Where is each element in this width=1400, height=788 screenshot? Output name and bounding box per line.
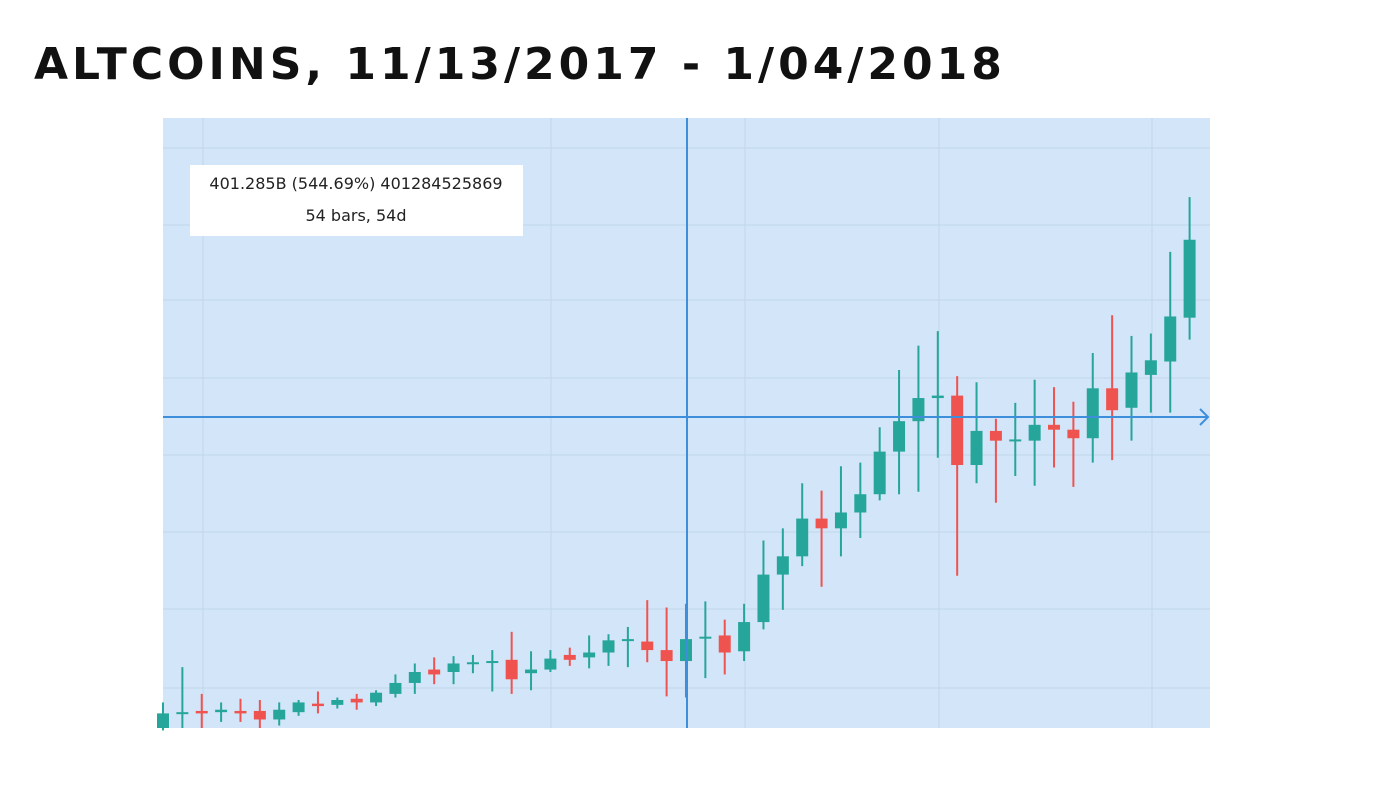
- candle-body: [157, 713, 169, 728]
- candle-body: [234, 710, 247, 714]
- candle-body: [912, 398, 925, 422]
- candle-body: [951, 395, 964, 466]
- candle-body: [195, 710, 208, 714]
- candle-body: [1028, 424, 1041, 441]
- candle-body: [505, 659, 518, 680]
- candle-body: [989, 430, 1002, 441]
- candle-body: [1048, 424, 1061, 430]
- candle-body: [253, 710, 266, 720]
- candle-body: [1183, 239, 1196, 318]
- candle-body: [893, 421, 906, 452]
- candle-body: [583, 652, 596, 658]
- candle-body: [350, 698, 363, 703]
- candle-body: [602, 640, 615, 653]
- candle-body: [544, 658, 557, 670]
- candle-body: [428, 669, 441, 675]
- candle-body: [1125, 372, 1138, 408]
- candle-body: [796, 518, 809, 557]
- candle-body: [370, 692, 383, 703]
- crosshair: [163, 118, 1210, 728]
- tooltip-line: 54 bars, 54d: [305, 206, 406, 225]
- candle-body: [931, 395, 944, 399]
- crosshair-arrow: [1199, 408, 1210, 426]
- candle-body: [331, 699, 344, 705]
- candle-body: [1009, 439, 1022, 442]
- candle-body: [176, 712, 189, 715]
- candle-body: [563, 654, 576, 660]
- candle-body: [311, 703, 324, 707]
- candle-body: [660, 650, 673, 662]
- candle-body: [699, 636, 712, 639]
- candle-body: [970, 430, 983, 466]
- tooltip-line: 401.285B (544.69%) 401284525869: [209, 174, 502, 193]
- candle-body: [1164, 316, 1177, 362]
- candle-body: [834, 512, 847, 529]
- candle-body: [738, 622, 751, 652]
- candle-body: [679, 639, 692, 662]
- candle-body: [1106, 388, 1119, 411]
- chart-title: ALTCOINS, 11/13/2017 - 1/04/2018: [34, 39, 1006, 90]
- candle-body: [447, 663, 460, 672]
- candle-body: [621, 639, 634, 642]
- candle-body: [776, 556, 789, 575]
- candle-body: [466, 662, 479, 665]
- measure-tooltip: [190, 165, 523, 236]
- candle-body: [389, 682, 402, 694]
- candles: [157, 197, 1196, 731]
- candle-body: [215, 709, 228, 713]
- candle-body: [815, 518, 828, 529]
- candle-body: [718, 635, 731, 653]
- candle-body: [1086, 388, 1099, 439]
- candle-body: [525, 669, 538, 674]
- candle-body: [408, 671, 421, 683]
- candle-body: [1144, 360, 1157, 375]
- candle-body: [873, 451, 886, 495]
- candle-body: [486, 661, 499, 664]
- candle-body: [1067, 429, 1080, 439]
- candle-body: [292, 702, 305, 713]
- candle-body: [273, 709, 286, 720]
- candle-body: [854, 494, 867, 513]
- candle-body: [641, 641, 654, 651]
- candle-body: [757, 574, 770, 623]
